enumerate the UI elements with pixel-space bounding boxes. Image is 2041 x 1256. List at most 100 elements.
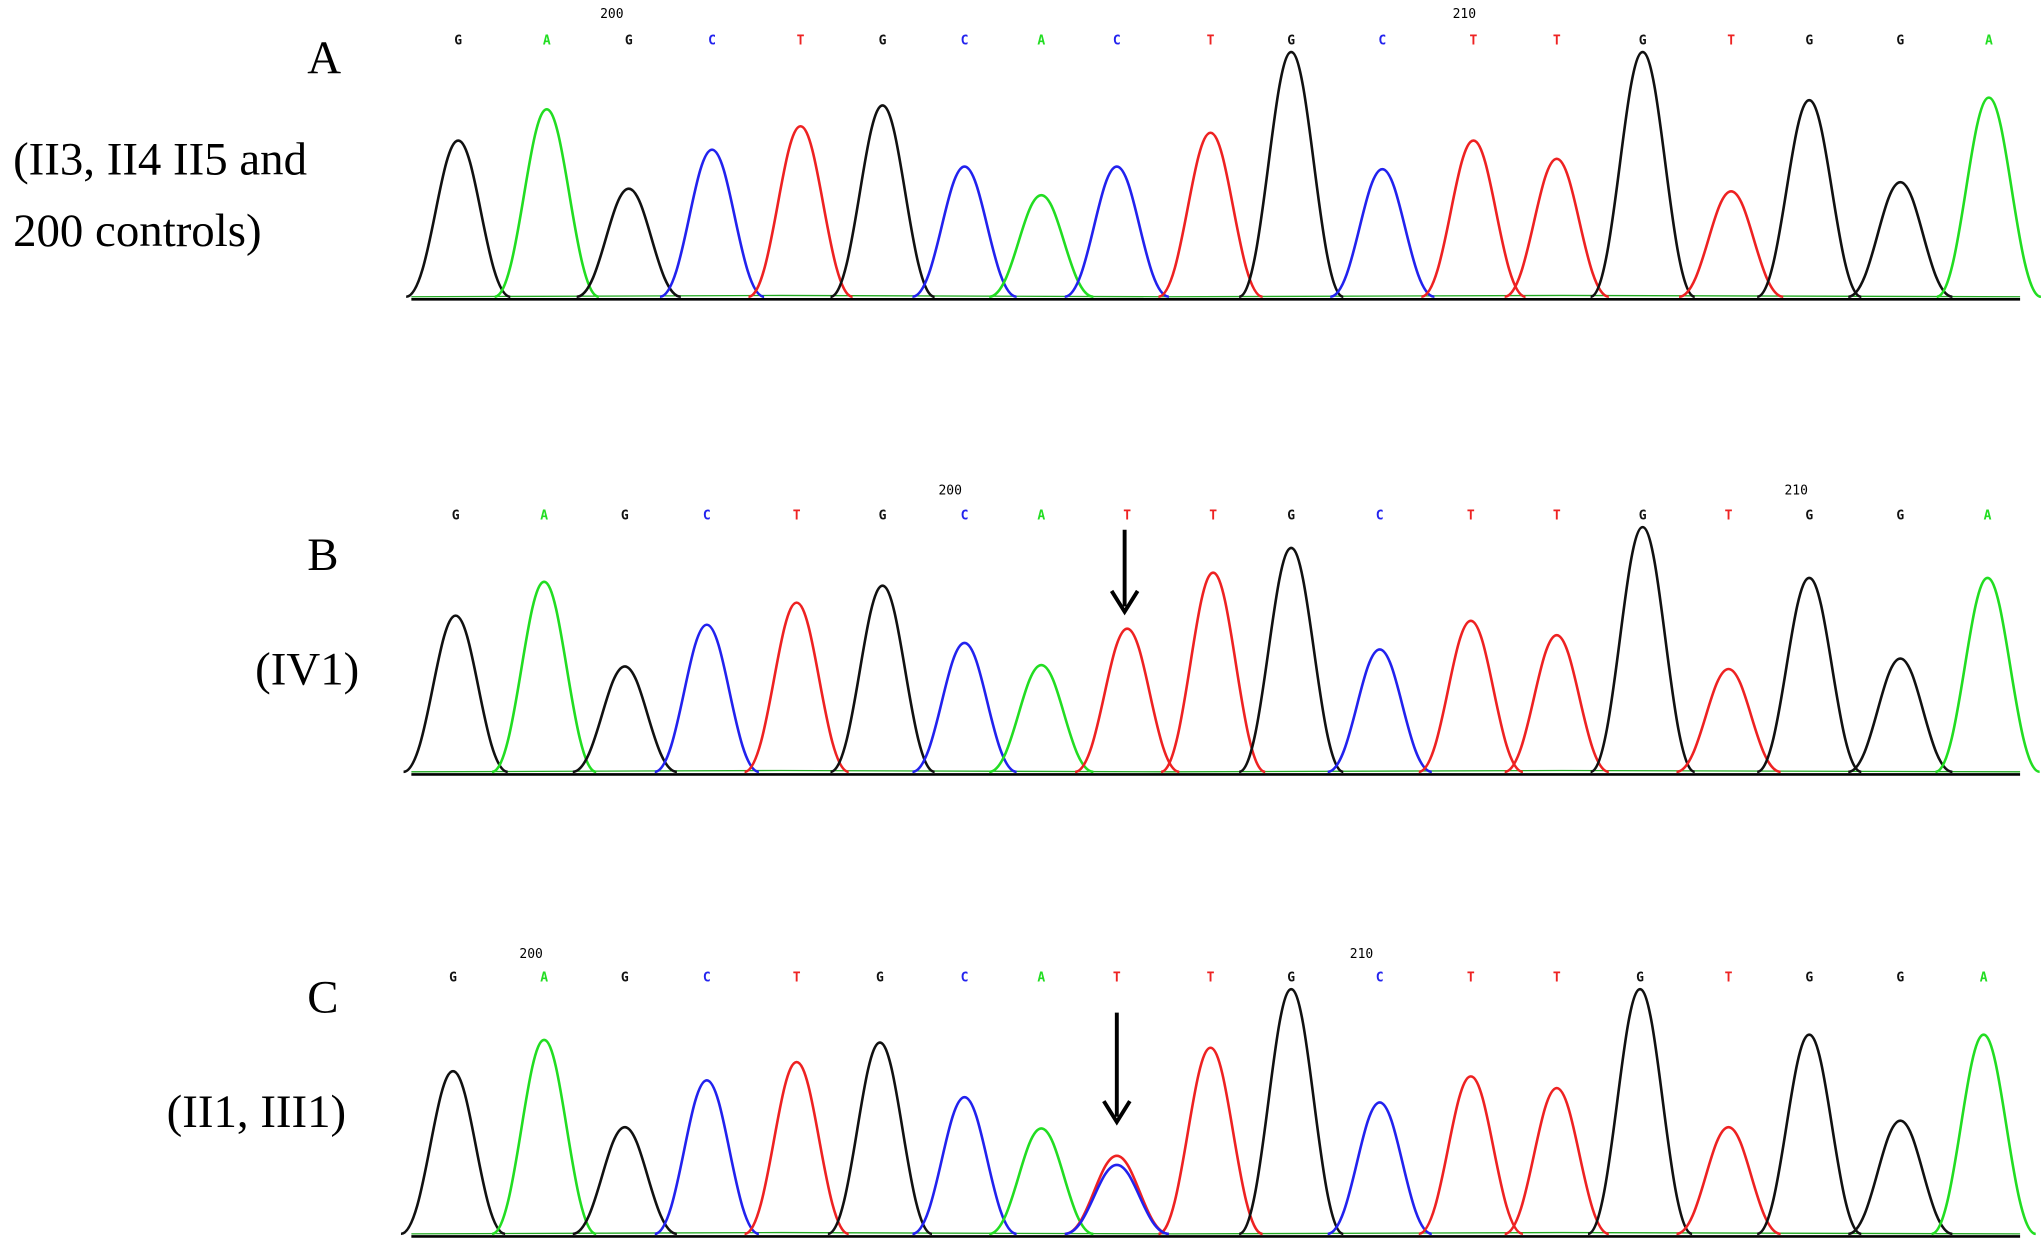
base-call: T bbox=[1727, 33, 1735, 48]
panel-label: A bbox=[307, 32, 341, 84]
base-call: A bbox=[1985, 33, 1993, 48]
base-call: G bbox=[1805, 508, 1813, 523]
base-call: T bbox=[1725, 970, 1733, 985]
baseline-noise bbox=[411, 294, 2021, 298]
base-call: G bbox=[1896, 970, 1904, 985]
base-call: T bbox=[1470, 33, 1478, 48]
base-call: T bbox=[1553, 970, 1561, 985]
peak bbox=[988, 663, 1094, 774]
peak bbox=[1504, 157, 1610, 299]
peak bbox=[988, 1127, 1094, 1236]
base-call: T bbox=[1207, 33, 1215, 48]
arrow-head bbox=[1109, 589, 1140, 616]
peak bbox=[1327, 648, 1433, 774]
base-call: T bbox=[1467, 508, 1475, 523]
peak bbox=[988, 193, 1094, 299]
base-call: G bbox=[625, 33, 633, 48]
peak bbox=[1936, 96, 2041, 299]
base-call: G bbox=[1896, 508, 1904, 523]
peak bbox=[572, 665, 678, 774]
base-call: T bbox=[1123, 508, 1131, 523]
base-call: G bbox=[454, 33, 462, 48]
secondary-peak bbox=[1064, 1163, 1170, 1236]
base-call: A bbox=[1037, 970, 1045, 985]
position-number: 200 bbox=[600, 7, 623, 22]
peak bbox=[654, 623, 760, 774]
base-call: A bbox=[1984, 508, 1992, 523]
peak bbox=[1160, 571, 1266, 774]
base-call: G bbox=[1896, 33, 1904, 48]
peak bbox=[1504, 633, 1610, 774]
base-call: A bbox=[1037, 33, 1045, 48]
peak bbox=[829, 104, 936, 299]
position-number: 210 bbox=[1453, 7, 1476, 22]
base-call: C bbox=[961, 970, 969, 985]
peak bbox=[1238, 987, 1344, 1236]
peak bbox=[1931, 1033, 2037, 1236]
position-number: 200 bbox=[938, 484, 961, 499]
peak bbox=[1418, 1075, 1524, 1236]
base-call: G bbox=[1287, 33, 1295, 48]
position-number: 210 bbox=[1784, 484, 1807, 499]
peak bbox=[403, 614, 509, 774]
base-call: G bbox=[452, 508, 460, 523]
base-call: G bbox=[1805, 970, 1813, 985]
base-call: A bbox=[1037, 508, 1045, 523]
base-call: G bbox=[449, 970, 457, 985]
base-call: T bbox=[1553, 33, 1561, 48]
base-call: C bbox=[1376, 508, 1384, 523]
peak bbox=[1329, 167, 1435, 299]
peak bbox=[827, 1041, 933, 1236]
peak bbox=[1587, 987, 1693, 1236]
base-call: C bbox=[961, 508, 969, 523]
peak bbox=[1756, 98, 1862, 299]
peak bbox=[494, 108, 600, 299]
base-call: T bbox=[793, 508, 801, 523]
position-number: 200 bbox=[519, 947, 542, 962]
base-call: C bbox=[703, 970, 711, 985]
base-call: T bbox=[1725, 508, 1733, 523]
peak bbox=[912, 1095, 1018, 1236]
peak bbox=[1589, 50, 1696, 299]
base-call: G bbox=[1639, 508, 1647, 523]
peak bbox=[491, 1038, 597, 1236]
base-call: A bbox=[543, 33, 551, 48]
base-call: C bbox=[708, 33, 716, 48]
panel-description: (II1, III1) bbox=[167, 1086, 346, 1138]
peak bbox=[1678, 190, 1784, 299]
peak bbox=[744, 601, 850, 774]
peak bbox=[1238, 546, 1344, 774]
base-call: C bbox=[703, 508, 711, 523]
peak bbox=[1847, 180, 1953, 299]
peak bbox=[747, 124, 854, 299]
peak bbox=[1420, 139, 1526, 299]
peak bbox=[1238, 50, 1344, 299]
panel-description: 200 controls) bbox=[13, 205, 261, 257]
peak bbox=[1504, 1086, 1610, 1236]
panel-description: (IV1) bbox=[255, 644, 359, 696]
peak bbox=[1074, 627, 1180, 774]
base-call: C bbox=[1376, 970, 1384, 985]
peak bbox=[1676, 667, 1781, 774]
base-call: G bbox=[1636, 970, 1644, 985]
base-call: C bbox=[1113, 33, 1121, 48]
peak bbox=[1589, 525, 1696, 774]
peak bbox=[912, 165, 1018, 299]
base-call: T bbox=[1467, 970, 1475, 985]
peak bbox=[829, 584, 936, 774]
base-call: T bbox=[1113, 970, 1121, 985]
peak bbox=[744, 1060, 850, 1236]
base-call: G bbox=[621, 508, 629, 523]
peak bbox=[1847, 1119, 1953, 1236]
base-call: G bbox=[1287, 508, 1295, 523]
peak bbox=[659, 148, 765, 299]
base-call: G bbox=[1287, 970, 1295, 985]
base-call: T bbox=[793, 970, 801, 985]
base-call: C bbox=[1378, 33, 1386, 48]
peak bbox=[576, 187, 682, 299]
peak bbox=[405, 139, 511, 299]
peak bbox=[1418, 619, 1524, 774]
peak bbox=[1756, 1033, 1862, 1236]
